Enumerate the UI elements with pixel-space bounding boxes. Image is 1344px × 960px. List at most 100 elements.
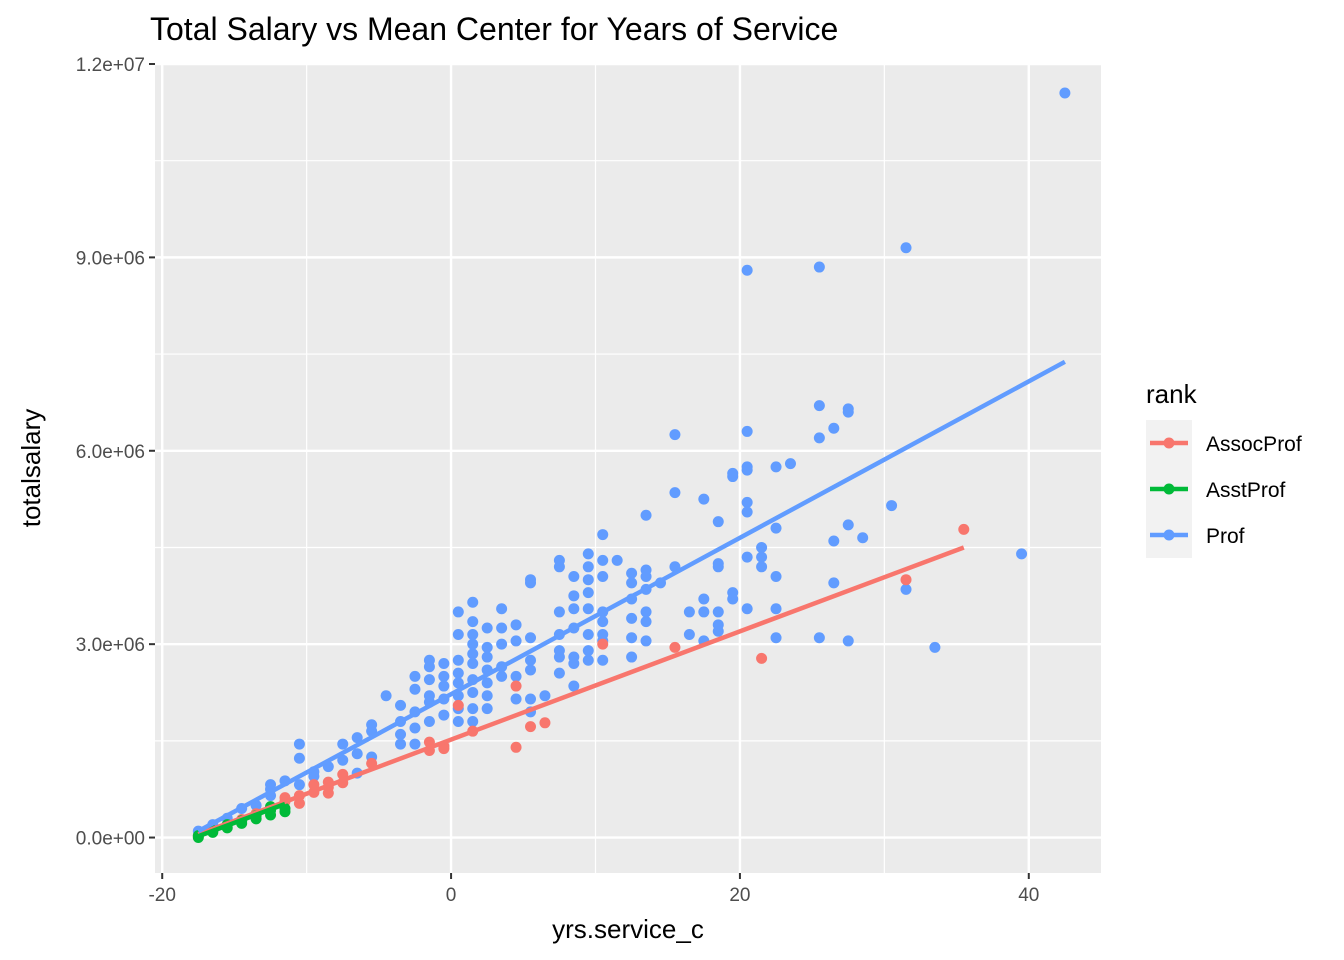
- data-point-prof: [525, 632, 537, 644]
- plot-panel: [155, 64, 1101, 873]
- data-point-assocprof: [308, 779, 320, 791]
- data-point-prof: [698, 593, 710, 605]
- data-point-prof: [467, 648, 479, 660]
- data-point-prof: [438, 680, 450, 692]
- data-point-prof: [582, 587, 594, 599]
- data-point-prof: [741, 425, 753, 437]
- data-point-prof: [597, 529, 609, 541]
- data-point-prof: [568, 590, 580, 602]
- data-point-prof: [770, 522, 782, 534]
- data-point-prof: [770, 603, 782, 615]
- data-point-prof: [813, 400, 825, 412]
- data-point-prof: [582, 628, 594, 640]
- data-point-prof: [496, 638, 508, 650]
- data-point-prof: [553, 606, 565, 618]
- data-point-prof: [741, 464, 753, 476]
- data-point-prof: [770, 461, 782, 473]
- data-point-prof: [741, 264, 753, 276]
- data-point-prof: [467, 628, 479, 640]
- data-point-prof: [481, 677, 493, 689]
- data-point-prof: [597, 554, 609, 566]
- data-point-prof: [438, 670, 450, 682]
- data-point-prof: [525, 664, 537, 676]
- y-tick-label: 6.0e+06: [76, 442, 145, 463]
- data-point-prof: [698, 606, 710, 618]
- data-point-prof: [553, 554, 565, 566]
- x-axis: -20 0 20 40: [148, 873, 1039, 906]
- data-point-prof: [582, 574, 594, 586]
- data-point-prof: [611, 554, 623, 566]
- data-point-prof: [857, 532, 869, 544]
- data-point-prof: [741, 496, 753, 508]
- legend-label-assocprof: AssocProf: [1206, 433, 1302, 456]
- data-point-prof: [568, 603, 580, 615]
- data-point-prof: [452, 667, 464, 679]
- data-point-prof: [626, 651, 638, 663]
- y-tick-label: 9.0e+06: [76, 248, 145, 269]
- data-point-prof: [756, 541, 768, 553]
- data-point-prof: [380, 690, 392, 702]
- data-point-prof: [293, 779, 305, 791]
- data-point-prof: [423, 690, 435, 702]
- major-gridlines: [155, 62, 1101, 873]
- data-point-prof: [597, 654, 609, 666]
- data-point-prof: [337, 738, 349, 750]
- data-point-prof: [481, 690, 493, 702]
- legend-label-asstprof: AsstProf: [1206, 479, 1286, 502]
- data-point-prof: [525, 654, 537, 666]
- data-point-prof: [467, 716, 479, 728]
- data-point-prof: [784, 458, 796, 470]
- data-point-prof: [770, 570, 782, 582]
- x-tick-label: 20: [729, 885, 750, 906]
- legend: rank AssocProf AsstProf Prof: [1146, 379, 1302, 558]
- y-axis-title: totalsalary: [16, 409, 46, 528]
- data-point-prof: [828, 577, 840, 589]
- data-point-prof: [467, 638, 479, 650]
- data-point-prof: [640, 564, 652, 576]
- data-point-prof: [568, 570, 580, 582]
- data-point-prof: [452, 716, 464, 728]
- data-point-prof: [467, 596, 479, 608]
- data-point-prof: [756, 551, 768, 563]
- data-point-prof: [438, 657, 450, 669]
- data-point-prof: [727, 467, 739, 479]
- data-point-prof: [727, 593, 739, 605]
- data-point-prof: [423, 716, 435, 728]
- data-point-prof: [886, 500, 898, 512]
- data-point-assocprof: [510, 680, 522, 692]
- data-point-prof: [395, 699, 407, 711]
- data-point-prof: [640, 509, 652, 521]
- data-point-prof: [741, 551, 753, 563]
- data-point-prof: [467, 616, 479, 628]
- data-point-prof: [510, 693, 522, 705]
- data-point-prof: [553, 645, 565, 657]
- data-point-prof: [669, 487, 681, 499]
- data-point-prof: [582, 603, 594, 615]
- x-axis-title: yrs.service_c: [552, 914, 704, 944]
- legend-label-prof: Prof: [1206, 525, 1245, 548]
- data-point-prof: [698, 493, 710, 505]
- data-point-prof: [452, 628, 464, 640]
- data-point-prof: [452, 606, 464, 618]
- data-point-prof: [1016, 548, 1028, 560]
- legend-key-point: [1163, 483, 1175, 495]
- data-point-prof: [395, 728, 407, 740]
- data-point-prof: [351, 732, 363, 744]
- data-point-prof: [842, 519, 854, 531]
- legend-title: rank: [1146, 379, 1198, 409]
- data-point-prof: [712, 558, 724, 570]
- data-point-prof: [423, 674, 435, 686]
- data-point-assocprof: [539, 717, 551, 729]
- data-point-prof: [510, 635, 522, 647]
- fit-line-prof: [197, 359, 1066, 834]
- data-point-prof: [712, 516, 724, 528]
- data-point-prof: [293, 752, 305, 764]
- data-point-assocprof: [525, 721, 537, 733]
- data-point-prof: [395, 738, 407, 750]
- data-point-prof: [626, 612, 638, 624]
- data-point-prof: [409, 722, 421, 734]
- data-point-prof: [351, 748, 363, 760]
- data-point-prof: [438, 709, 450, 721]
- data-point-prof: [481, 641, 493, 653]
